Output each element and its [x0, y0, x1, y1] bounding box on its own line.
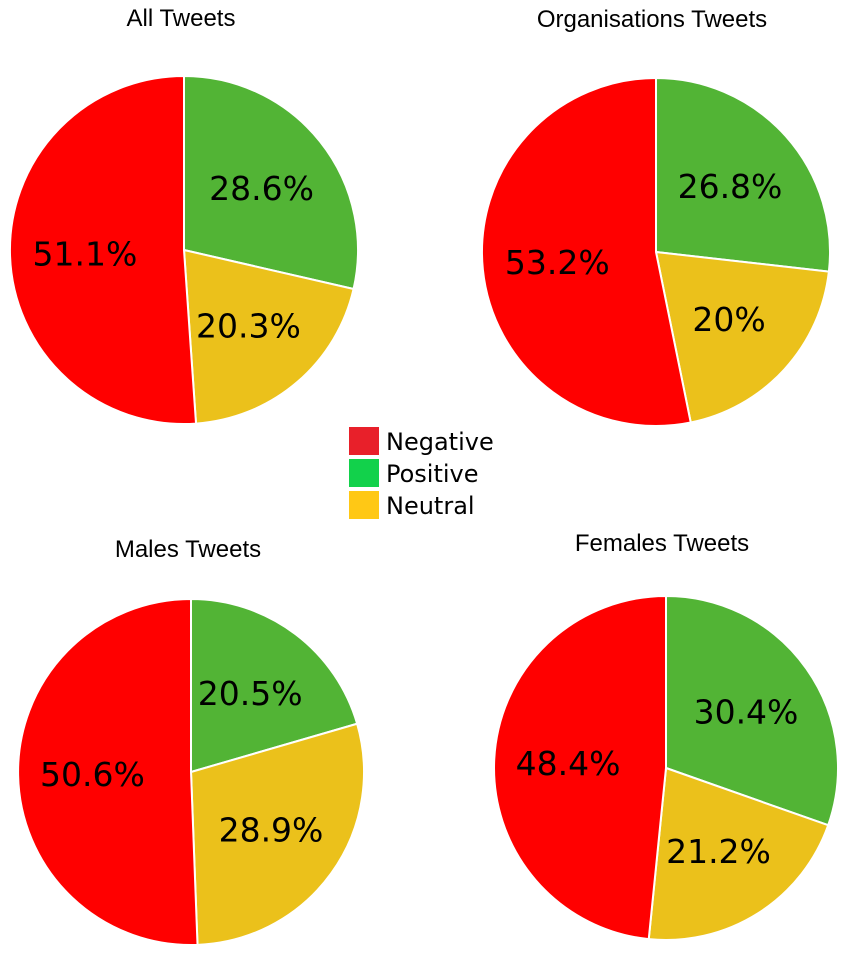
pie-slice-positive-males [190, 598, 359, 773]
chart-title-males: Males Tweets [115, 536, 261, 563]
pie-chart-males: 20.5% 28.9% 50.6% [17, 598, 365, 946]
chart-title-organisations: Organisations Tweets [537, 6, 767, 33]
pie-chart-females: 30.4% 21.2% 48.4% [493, 595, 839, 941]
pie-slice-neutral-females [647, 767, 830, 941]
slice-label-positive-all: 28.6% [209, 169, 314, 208]
pie-slice-neutral-all [183, 249, 355, 425]
pie-slice-negative-all [8, 75, 198, 425]
slice-label-negative-organisations: 53.2% [505, 243, 610, 282]
slice-label-positive-organisations: 26.8% [678, 167, 783, 206]
chart-title-all: All Tweets [127, 5, 236, 32]
pie-chart-all: 28.6% 20.3% 51.1% [8, 75, 359, 425]
pie-slice-positive-females [665, 595, 839, 827]
chart-title-females: Females Tweets [575, 530, 749, 557]
slice-label-negative-males: 50.6% [40, 755, 145, 794]
legend-label-negative: Negative [386, 428, 494, 456]
slice-label-positive-males: 20.5% [198, 674, 303, 713]
slice-label-positive-females: 30.4% [694, 692, 799, 731]
slice-label-negative-females: 48.4% [516, 744, 621, 783]
pie-slice-positive-all [183, 75, 359, 291]
pie-slice-negative-females [493, 595, 667, 941]
pie-slice-negative-males [17, 598, 199, 946]
legend: Negative Positive Neutral [349, 427, 494, 520]
pie-slice-neutral-males [190, 722, 365, 946]
pie-chart-organisations: 26.8% 20% 53.2% [480, 77, 831, 427]
slice-label-negative-all: 51.1% [32, 234, 137, 273]
legend-swatch-negative [349, 427, 379, 455]
pie-slice-neutral-organisations [655, 251, 830, 424]
pie-slice-negative-organisations [480, 77, 692, 427]
slice-label-neutral-females: 21.2% [666, 832, 771, 871]
legend-swatch-neutral [349, 491, 379, 519]
legend-label-neutral: Neutral [386, 492, 475, 520]
legend-swatch-positive [349, 459, 379, 487]
slice-label-neutral-all: 20.3% [196, 306, 301, 345]
slice-label-neutral-organisations: 20% [692, 300, 765, 339]
pie-slice-positive-organisations [655, 77, 831, 273]
legend-label-positive: Positive [386, 460, 479, 488]
slice-label-neutral-males: 28.9% [219, 811, 324, 850]
